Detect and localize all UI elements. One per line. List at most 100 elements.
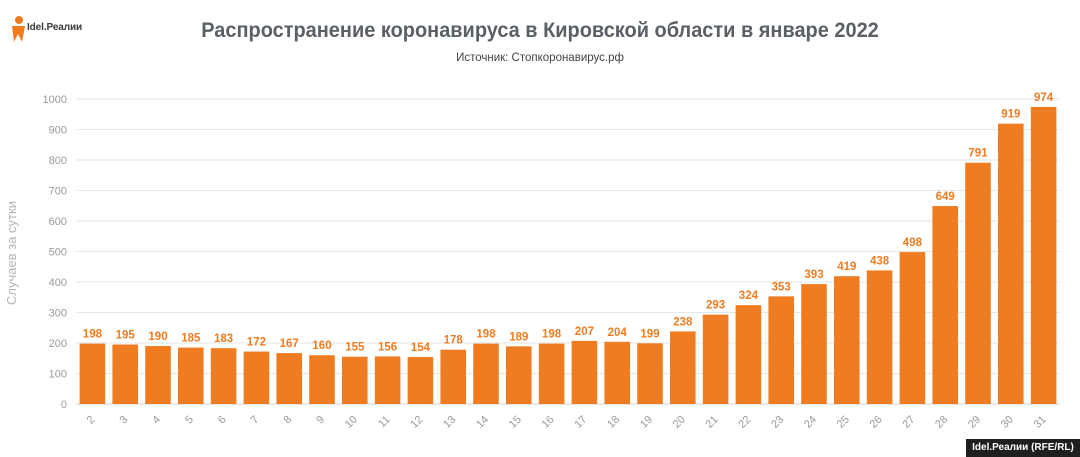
bars (79, 106, 1057, 405)
y-tick-label: 900 (49, 125, 67, 137)
y-tick-labels: 0 100 200 300 400 500 600 700 800 900 1000 (43, 94, 67, 411)
data-label: 199 (640, 328, 659, 340)
x-tick-label: 7 (249, 414, 262, 427)
x-tick-label: 18 (605, 414, 622, 431)
x-tick-label: 29 (966, 414, 983, 431)
idel-realii-logo-icon (12, 16, 25, 42)
data-label: 293 (706, 300, 725, 312)
x-tick-label: 27 (900, 414, 917, 431)
data-label: 204 (608, 327, 628, 339)
x-tick-label: 15 (507, 414, 524, 431)
y-tick-label: 800 (49, 155, 67, 167)
data-label: 190 (148, 331, 167, 343)
data-label: 183 (214, 333, 233, 345)
bar (407, 357, 434, 404)
data-label: 207 (575, 326, 594, 338)
data-label: 498 (903, 237, 923, 249)
data-label: 974 (1034, 92, 1054, 104)
x-tick-label: 16 (540, 414, 557, 431)
bar (866, 270, 893, 404)
data-label: 167 (280, 338, 299, 350)
bar (571, 340, 598, 404)
data-label: 160 (312, 340, 331, 352)
x-tick-label: 12 (408, 414, 425, 431)
bar (243, 351, 270, 404)
x-tick-label: 20 (671, 414, 688, 431)
data-label: 198 (476, 329, 496, 341)
bar (506, 346, 532, 404)
y-tick-label: 300 (49, 308, 67, 320)
data-label: 198 (83, 329, 103, 341)
grid-lines (76, 98, 1060, 405)
x-tick-label: 17 (572, 414, 589, 431)
logo-text: Idel.Реалии (27, 22, 83, 33)
bar (670, 331, 696, 404)
data-label: 189 (509, 331, 528, 343)
bar (604, 341, 630, 404)
bar (965, 162, 991, 404)
bar (834, 276, 860, 404)
data-label: 238 (673, 316, 693, 328)
data-label: 919 (1001, 109, 1020, 121)
data-label: 154 (411, 342, 431, 354)
x-tick-label: 5 (183, 414, 196, 427)
x-tick-label: 9 (314, 414, 327, 427)
chart-title: Распространение коронавируса в Кировской… (201, 19, 879, 42)
bar (79, 343, 106, 404)
y-tick-label: 600 (49, 216, 67, 228)
x-tick-label: 22 (736, 414, 753, 431)
data-label: 353 (772, 281, 791, 293)
footer-credit: Idel.Реалии (RFE/RL) (966, 439, 1080, 457)
bar (440, 349, 466, 404)
y-tick-label: 200 (49, 338, 67, 350)
x-tick-label: 21 (704, 414, 721, 431)
data-labels: 198 195 190 185 183 172 167 160 155 156 154 178 198 1… (83, 92, 1054, 354)
bar (637, 343, 663, 404)
data-label: 324 (739, 290, 759, 302)
x-tick-label: 26 (868, 414, 885, 431)
data-label: 419 (837, 261, 856, 273)
x-tick-label: 10 (343, 414, 360, 431)
x-tick-label: 2 (85, 414, 98, 427)
chart-source: Источник: Стопкоронавирус.рф (456, 52, 624, 64)
bar (1030, 106, 1057, 405)
x-tick-label: 14 (474, 414, 491, 431)
y-tick-label: 700 (49, 186, 67, 198)
bar (342, 356, 368, 404)
x-tick-label: 25 (835, 414, 852, 431)
x-tick-label: 3 (118, 414, 131, 427)
bar (178, 347, 204, 404)
data-label: 156 (378, 341, 397, 353)
x-tick-label: 19 (638, 414, 655, 431)
y-tick-label: 500 (49, 247, 67, 259)
data-label: 172 (247, 337, 266, 349)
bar (145, 346, 171, 404)
y-tick-label: 100 (49, 369, 67, 381)
bar (374, 356, 401, 404)
data-label: 178 (444, 335, 464, 347)
y-tick-label: 400 (49, 277, 67, 289)
data-label: 393 (804, 269, 823, 281)
bar (276, 353, 302, 404)
bar (768, 296, 794, 404)
data-label: 195 (116, 330, 136, 342)
bar (735, 305, 762, 404)
bar (112, 344, 138, 404)
x-tick-labels: 2 3 4 5 6 7 8 9 10 11 12 13 14 15 16 17 18 19 20 21 22 23 24 25… (85, 414, 1049, 431)
bar (899, 252, 926, 404)
x-tick-label: 24 (802, 414, 819, 431)
data-label: 438 (870, 255, 890, 267)
bar (998, 123, 1024, 404)
x-tick-label: 13 (441, 414, 458, 431)
x-tick-label: 4 (150, 414, 163, 427)
bar (702, 314, 729, 404)
x-tick-label: 23 (769, 414, 786, 431)
x-tick-label: 8 (282, 414, 295, 427)
data-label: 185 (181, 333, 201, 345)
bar (210, 348, 237, 404)
y-tick-label: 1000 (43, 94, 67, 106)
bar (801, 284, 827, 404)
x-tick-label: 6 (216, 414, 229, 427)
x-tick-label: 30 (999, 414, 1016, 431)
